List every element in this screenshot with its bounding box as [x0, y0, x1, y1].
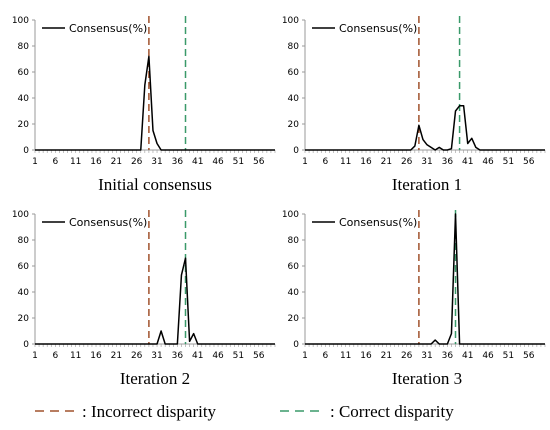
x-tick-label: 16 — [360, 157, 372, 167]
consensus-series-line — [35, 55, 275, 151]
x-tick-label: 1 — [302, 157, 308, 167]
consensus-series-line — [35, 257, 275, 345]
y-tick-label: 20 — [288, 314, 300, 324]
x-tick-label: 41 — [192, 157, 203, 167]
x-tick-label: 56 — [253, 157, 265, 167]
y-tick-label: 40 — [18, 288, 30, 298]
x-tick-label: 21 — [111, 157, 122, 167]
y-tick-label: 80 — [288, 236, 300, 246]
x-tick-label: 56 — [523, 157, 535, 167]
x-tick-label: 26 — [131, 157, 143, 167]
x-tick-label: 31 — [421, 351, 432, 361]
x-tick-label: 26 — [131, 351, 143, 361]
x-tick-label: 6 — [52, 157, 58, 167]
x-tick-label: 51 — [503, 351, 514, 361]
y-tick-label: 100 — [12, 16, 29, 26]
x-tick-label: 1 — [32, 351, 38, 361]
y-tick-label: 20 — [18, 314, 30, 324]
x-tick-label: 56 — [253, 351, 265, 361]
consensus-series-line — [305, 213, 545, 345]
y-tick-label: 40 — [288, 288, 300, 298]
x-tick-label: 41 — [462, 157, 473, 167]
y-tick-label: 20 — [288, 120, 300, 130]
panel-caption: Iteration 3 — [392, 369, 462, 388]
y-tick-label: 40 — [288, 94, 300, 104]
correct-disparity-legend-label: : Correct disparity — [330, 402, 454, 421]
x-tick-label: 16 — [90, 351, 102, 361]
x-tick-label: 6 — [52, 351, 58, 361]
x-tick-label: 31 — [421, 157, 432, 167]
series-legend-label: Consensus(%) — [69, 22, 147, 35]
figure-legend: : Incorrect disparity : Correct disparit… — [35, 402, 454, 421]
y-tick-label: 80 — [288, 42, 300, 52]
x-tick-label: 36 — [172, 157, 184, 167]
panel-caption: Iteration 1 — [392, 175, 462, 194]
x-tick-label: 1 — [32, 157, 38, 167]
x-tick-label: 11 — [340, 351, 351, 361]
x-tick-label: 6 — [322, 351, 328, 361]
x-tick-label: 16 — [90, 157, 102, 167]
x-tick-label: 51 — [233, 351, 244, 361]
y-tick-label: 0 — [23, 340, 29, 350]
y-tick-label: 20 — [18, 120, 30, 130]
x-tick-label: 41 — [462, 351, 473, 361]
y-tick-label: 80 — [18, 42, 30, 52]
consensus-series-line — [305, 105, 545, 151]
x-tick-label: 46 — [482, 157, 494, 167]
x-tick-label: 56 — [523, 351, 535, 361]
x-tick-label: 6 — [322, 157, 328, 167]
y-tick-label: 80 — [18, 236, 30, 246]
y-tick-label: 60 — [288, 68, 300, 78]
y-tick-label: 60 — [18, 262, 30, 272]
x-tick-label: 36 — [172, 351, 184, 361]
x-tick-label: 21 — [381, 157, 392, 167]
panel-caption: Iteration 2 — [120, 369, 190, 388]
x-tick-label: 16 — [360, 351, 372, 361]
y-tick-label: 0 — [23, 146, 29, 156]
series-legend-label: Consensus(%) — [339, 22, 417, 35]
x-tick-label: 1 — [302, 351, 308, 361]
x-tick-label: 31 — [151, 351, 162, 361]
x-tick-label: 11 — [70, 157, 81, 167]
x-tick-label: 46 — [212, 157, 224, 167]
x-tick-label: 21 — [381, 351, 392, 361]
x-tick-label: 46 — [482, 351, 494, 361]
y-tick-label: 0 — [293, 340, 299, 350]
x-tick-label: 36 — [442, 157, 454, 167]
x-tick-label: 26 — [401, 157, 413, 167]
x-tick-label: 11 — [70, 351, 81, 361]
x-tick-label: 41 — [192, 351, 203, 361]
series-legend-label: Consensus(%) — [69, 216, 147, 229]
x-tick-label: 36 — [442, 351, 454, 361]
incorrect-disparity-legend-label: : Incorrect disparity — [82, 402, 217, 421]
y-tick-label: 100 — [282, 210, 299, 220]
x-tick-label: 51 — [503, 157, 514, 167]
x-tick-label: 26 — [401, 351, 413, 361]
x-tick-label: 21 — [111, 351, 122, 361]
y-tick-label: 0 — [293, 146, 299, 156]
x-tick-label: 51 — [233, 157, 244, 167]
panel-caption: Initial consensus — [98, 175, 212, 194]
x-tick-label: 31 — [151, 157, 162, 167]
y-tick-label: 100 — [12, 210, 29, 220]
y-tick-label: 40 — [18, 94, 30, 104]
series-legend-label: Consensus(%) — [339, 216, 417, 229]
x-tick-label: 11 — [340, 157, 351, 167]
y-tick-label: 60 — [18, 68, 30, 78]
y-tick-label: 60 — [288, 262, 300, 272]
x-tick-label: 46 — [212, 351, 224, 361]
y-tick-label: 100 — [282, 16, 299, 26]
